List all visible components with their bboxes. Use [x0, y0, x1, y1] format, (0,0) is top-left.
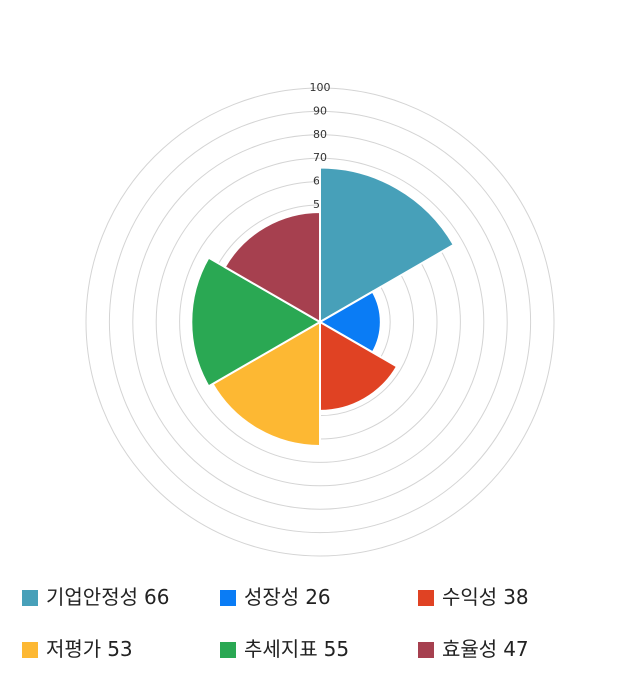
sector	[223, 211, 321, 324]
grid-ring	[155, 157, 485, 487]
legend-value: 38	[503, 585, 528, 609]
legend-swatch	[418, 642, 434, 658]
r-tick-label: 80	[313, 128, 327, 141]
legend-name: 저평가	[46, 637, 101, 661]
legend-swatch	[220, 590, 236, 606]
legend-value: 47	[503, 637, 528, 661]
legend-label: 효율성 47	[442, 637, 529, 661]
sector	[317, 290, 382, 354]
legend-name: 기업안정성	[46, 585, 138, 609]
r-tick-label: 70	[313, 151, 327, 164]
sector	[319, 166, 456, 324]
legend-value: 55	[324, 637, 349, 661]
grid-ring	[132, 134, 508, 510]
legend-label: 저평가 53	[46, 637, 133, 661]
legend-name: 성장성	[244, 585, 299, 609]
legend-name: 수익성	[442, 585, 497, 609]
sector	[319, 320, 399, 412]
legend-value: 66	[144, 585, 169, 609]
legend-label: 수익성 38	[442, 585, 529, 609]
grid-ring	[85, 87, 555, 557]
grid-ring	[108, 110, 532, 534]
legend-swatch	[22, 642, 38, 658]
legend-swatch	[22, 590, 38, 606]
legend-label: 기업안정성 66	[46, 585, 169, 609]
sector	[190, 256, 322, 388]
legend-name: 추세지표	[244, 637, 318, 661]
legend-swatch	[418, 590, 434, 606]
legend-swatch	[220, 642, 236, 658]
r-tick-label: 100	[310, 81, 331, 94]
r-tick-label: 90	[313, 104, 327, 117]
sector	[211, 320, 321, 448]
legend-value: 53	[107, 637, 132, 661]
legend-value: 26	[305, 585, 330, 609]
legend-label: 추세지표 55	[244, 637, 349, 661]
legend-name: 효율성	[442, 637, 497, 661]
legend-label: 성장성 26	[244, 585, 331, 609]
